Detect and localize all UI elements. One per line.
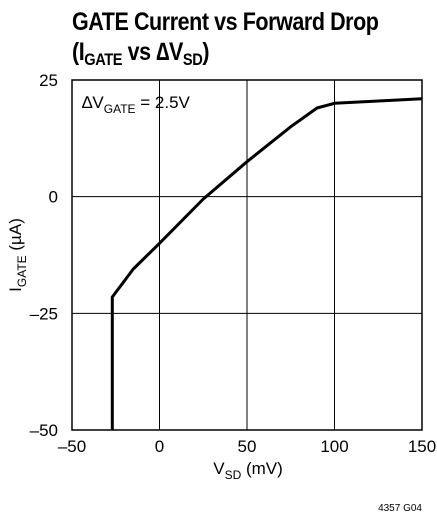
y-tick-label: –25: [30, 304, 58, 323]
chart-title-line2: (IGATE vs ∆VSD): [72, 38, 210, 69]
x-tick-label: –50: [58, 437, 86, 456]
x-tick-labels: –50 0 50 100 150: [58, 437, 436, 456]
plot-frame: [71, 79, 423, 431]
y-tick-label: –50: [30, 421, 58, 440]
annotation-delta-vgate: ∆VGATE = 2.5V: [82, 93, 191, 116]
y-tick-label: 0: [49, 188, 58, 207]
chart-title-line1: GATE Current vs Forward Drop: [72, 8, 379, 36]
y-tick-label: 25: [39, 71, 58, 90]
y-axis-label: IGATE (µA): [6, 218, 29, 292]
y-tick-labels: –50 –25 0 25: [30, 71, 58, 440]
series-line: [110, 97, 423, 430]
x-tick-label: 0: [155, 437, 164, 456]
grid: [72, 80, 422, 430]
x-axis-label: VSD (mV): [213, 459, 283, 482]
x-tick-label: 50: [238, 437, 257, 456]
x-tick-label: 100: [320, 437, 348, 456]
figure-code: 4357 G04: [378, 503, 422, 514]
x-tick-label: 150: [408, 437, 436, 456]
